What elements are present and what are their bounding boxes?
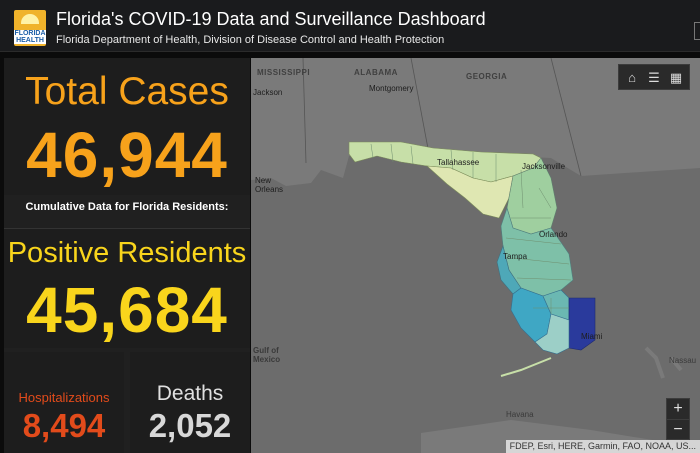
zoom-control: + − (666, 398, 690, 440)
page-title: Florida's COVID-19 Data and Surveillance… (56, 9, 486, 29)
map-label-georgia: GEORGIA (466, 72, 508, 81)
map-label-gulf: Gulf of Mexico (253, 346, 281, 364)
sun-icon (21, 14, 39, 24)
map-canvas[interactable] (251, 58, 700, 453)
land-bahamas (644, 346, 683, 379)
state-border-ga-sc (550, 58, 582, 177)
page-subtitle: Florida Department of Health, Division o… (56, 34, 445, 46)
deaths-label: Deaths (156, 382, 224, 405)
header-edge-control[interactable] (694, 22, 700, 40)
map-attribution[interactable]: FDEP, Esri, HERE, Garmin, FAO, NOAA, US.… (505, 440, 700, 453)
qr-icon[interactable]: ▦ (669, 70, 683, 85)
hospitalizations-label: Hospitalizations (18, 390, 110, 405)
total-cases-card: Total Cases 46,944 (4, 58, 250, 195)
county-lines (370, 143, 572, 314)
map-label-alabama: ALABAMA (354, 68, 398, 77)
map-label-tallahassee: Tallahassee (437, 158, 480, 167)
map-label-orlando: Orlando (539, 230, 568, 239)
map-label-jackson: Jackson (253, 88, 283, 97)
map-label-new-orleans: New Orleans (255, 176, 284, 194)
dashboard-header: FLORIDA HEALTH Florida's COVID-19 Data a… (0, 0, 700, 52)
positive-residents-value: 45,684 (26, 274, 228, 346)
total-cases-label: Total Cases (25, 70, 229, 113)
total-cases-value: 46,944 (26, 119, 228, 191)
logo-text: FLORIDA HEALTH (14, 30, 46, 44)
map-label-tampa: Tampa (503, 252, 528, 261)
map-label-nassau: Nassau (669, 356, 697, 365)
state-border-al-ga (410, 58, 430, 155)
home-icon[interactable]: ⌂ (628, 70, 636, 85)
positive-residents-card: Positive Residents 45,684 (4, 228, 250, 348)
florida-keys (500, 357, 552, 377)
map-label-havana: Havana (506, 410, 534, 419)
zoom-in-button[interactable]: + (673, 400, 683, 417)
map-label-miami: Miami (581, 332, 603, 341)
hospitalizations-card: Hospitalizations 8,494 (4, 352, 124, 453)
florida-miami-dade-broward (568, 297, 596, 351)
florida-health-logo: FLORIDA HEALTH (14, 10, 46, 46)
deaths-value: 2,052 (148, 407, 232, 444)
deaths-card: Deaths 2,052 (130, 352, 250, 453)
legend-icon[interactable]: ☰ (648, 70, 660, 85)
zoom-out-button[interactable]: − (667, 419, 689, 439)
florida-everglades (534, 313, 570, 355)
positive-residents-label: Positive Residents (7, 237, 247, 269)
hospitalizations-value: 8,494 (22, 407, 106, 444)
map-label-jacksonville: Jacksonville (522, 162, 566, 171)
stats-panel: Total Cases 46,944 Cumulative Data for F… (4, 58, 250, 453)
county-map[interactable]: MISSISSIPPI ALABAMA GEORGIA Jackson Mont… (251, 58, 700, 453)
cumulative-note: Cumulative Data for Florida Residents: (25, 201, 229, 213)
map-toolbar: ⌂ ☰ ▦ (618, 64, 690, 90)
map-label-mississippi: MISSISSIPPI (257, 68, 311, 77)
map-label-montgomery: Montgomery (369, 84, 414, 93)
state-border-ms-al (302, 58, 307, 164)
